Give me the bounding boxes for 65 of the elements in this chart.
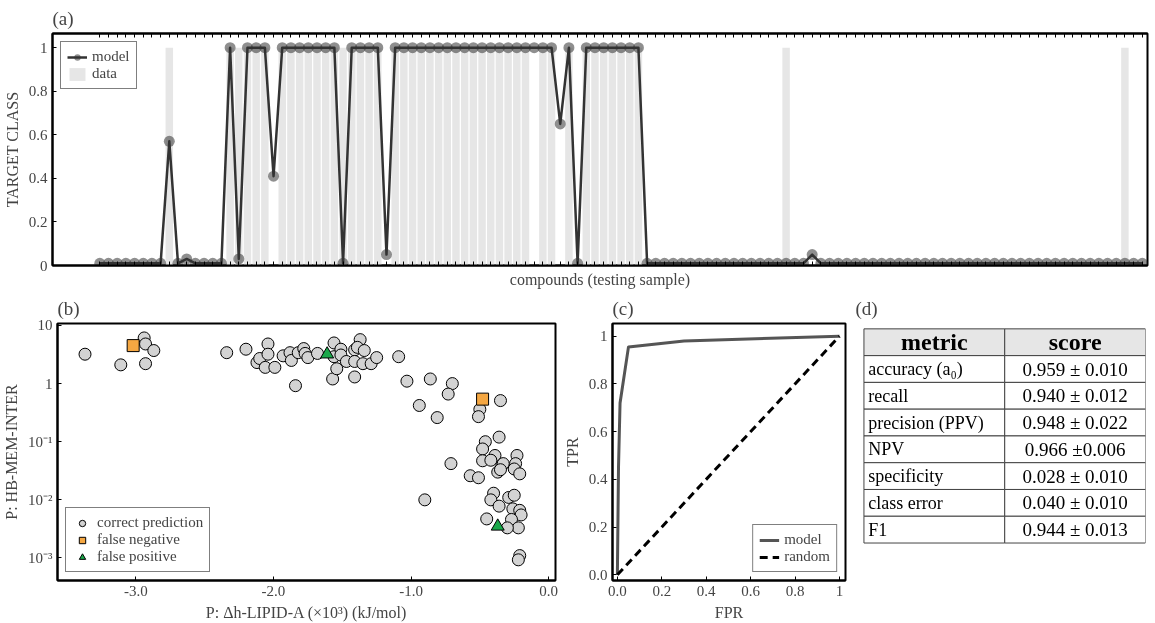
- point: [126, 339, 140, 353]
- chart-title: (a): [52, 7, 74, 30]
- y-tick-label: 10⁻³: [28, 549, 53, 566]
- text: 0.028 ± 0.010: [1022, 465, 1128, 487]
- point: [320, 346, 335, 359]
- x-tick-label: 1: [835, 582, 844, 599]
- text: 0.959 ± 0.010: [1022, 358, 1128, 380]
- text: specificity: [868, 466, 944, 487]
- x-tick-label: -3.0: [124, 582, 148, 599]
- legend-label: false positive: [97, 548, 177, 565]
- y-tick-label: 0.6: [588, 423, 608, 440]
- text: F1: [868, 519, 888, 540]
- text: class error: [868, 492, 943, 513]
- y-tick-label: 0.8: [588, 375, 608, 392]
- x-tick-label: 0.0: [608, 582, 627, 599]
- legend-label: data: [92, 65, 117, 82]
- y-tick-label: 10⁻²: [28, 491, 53, 508]
- y-axis-title: TPR: [563, 437, 581, 467]
- x-axis-title: P: Δh-LIPID-A (×10³) (kJ/mol): [205, 603, 407, 622]
- y-tick-label: 0.0: [588, 566, 608, 583]
- text: NPV: [868, 439, 905, 460]
- text: (d): [855, 297, 878, 320]
- y-tick-label: 0: [40, 257, 48, 274]
- y-tick-label: 0.6: [28, 126, 48, 143]
- x-tick-label: 0.8: [785, 582, 805, 599]
- y-tick-label: 0.8: [28, 83, 48, 100]
- point: [490, 518, 505, 531]
- legend-label: model: [92, 48, 130, 65]
- legend-label: correct prediction: [97, 514, 204, 531]
- line-series: [615, 334, 841, 577]
- y-tick-label: 10⁻¹: [28, 433, 53, 450]
- chart-title: (b): [57, 297, 80, 320]
- y-tick-label: 0.4: [28, 170, 48, 187]
- y-axis-title: TARGET CLASS: [3, 91, 21, 208]
- text: recall: [868, 385, 909, 406]
- text: 0.040 ± 0.010: [1022, 492, 1128, 514]
- text: score: [1048, 329, 1102, 356]
- text: accuracy (a₀): [868, 359, 963, 381]
- y-tick-label: 0.4: [588, 471, 608, 488]
- text: 0.944 ± 0.013: [1022, 519, 1128, 541]
- text: precision (PPV): [868, 412, 984, 434]
- y-tick-label: 1: [45, 375, 53, 392]
- point: [476, 392, 490, 406]
- x-tick-label: 0.2: [652, 582, 672, 599]
- x-tick-label: -1.0: [399, 582, 423, 599]
- text: 0.940 ± 0.012: [1022, 385, 1128, 407]
- y-tick-label: 10: [37, 317, 53, 334]
- y-tick-label: 1: [600, 328, 608, 345]
- y-tick-label: 1: [40, 39, 48, 56]
- x-tick-label: 0.0: [539, 582, 558, 599]
- text: 0.948 ± 0.022: [1022, 412, 1128, 434]
- legend-label: random: [784, 548, 830, 565]
- x-tick-label: 0.6: [741, 582, 761, 599]
- y-tick-label: 0.2: [588, 519, 608, 536]
- chart-title: (c): [612, 297, 634, 320]
- x-axis-title: compounds (testing sample): [509, 270, 691, 289]
- x-tick-label: 0.4: [696, 582, 717, 599]
- y-axis-title: P: HB-MEM-INTER: [3, 383, 20, 520]
- legend-label: model: [784, 531, 822, 548]
- legend-label: false negative: [97, 531, 180, 548]
- y-tick-label: 0.2: [28, 213, 48, 230]
- text: metric: [901, 329, 968, 356]
- x-tick-label: -2.0: [261, 582, 286, 599]
- text: 0.966 ±0.006: [1024, 438, 1126, 460]
- x-axis-title: FPR: [714, 603, 744, 621]
